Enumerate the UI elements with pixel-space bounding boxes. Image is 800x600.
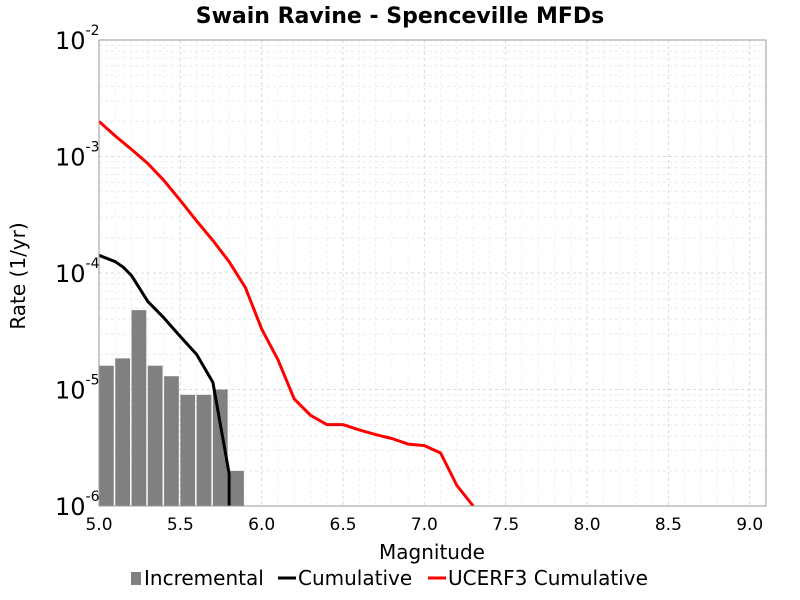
y-tick-labels: 10-6 10-5 10-4 10-3 10-2 <box>55 23 100 521</box>
x-tick-labels: 5.0 5.5 6.0 6.5 7.0 7.5 8.0 8.5 9.0 <box>85 515 763 535</box>
incremental-bar <box>99 365 114 506</box>
legend-swatch-incremental <box>131 572 141 585</box>
legend-label: Incremental <box>144 566 264 590</box>
legend: Incremental Cumulative UCERF3 Cumulative <box>131 566 648 590</box>
incremental-bar <box>212 389 228 506</box>
x-tick-label: 6.0 <box>248 515 275 535</box>
y-axis-label: Rate (1/yr) <box>6 222 30 329</box>
incremental-bars <box>99 310 244 506</box>
incremental-bar <box>131 310 147 506</box>
legend-label: UCERF3 Cumulative <box>448 566 648 590</box>
x-tick-label: 5.5 <box>167 515 194 535</box>
incremental-bar <box>196 394 212 506</box>
x-tick-label: 7.5 <box>492 515 519 535</box>
y-tick-label: 10-6 <box>55 489 100 521</box>
x-tick-label: 7.0 <box>411 515 438 535</box>
x-tick-label: 5.0 <box>85 515 112 535</box>
x-axis-label: Magnitude <box>379 540 485 564</box>
plot-frame <box>98 39 767 507</box>
y-tick-label: 10-5 <box>55 373 100 405</box>
x-tick-label: 9.0 <box>736 515 763 535</box>
series-lines <box>97 120 475 507</box>
y-tick-label: 10-3 <box>55 140 100 172</box>
chart-title: Swain Ravine - Spenceville MFDs <box>196 4 605 29</box>
y-tick-label: 10-4 <box>55 256 100 288</box>
legend-label: Cumulative <box>298 566 412 590</box>
x-tick-label: 6.5 <box>330 515 357 535</box>
incremental-bar <box>229 470 244 506</box>
x-tick-label: 8.5 <box>655 515 682 535</box>
cumulative-line <box>98 253 231 506</box>
incremental-bar <box>164 376 179 506</box>
incremental-bar <box>147 365 163 506</box>
incremental-bar <box>115 358 131 506</box>
incremental-bar <box>180 394 196 506</box>
y-tick-label: 10-2 <box>55 23 100 55</box>
ucerf3-cumulative-line <box>97 120 475 507</box>
x-tick-label: 8.0 <box>574 515 601 535</box>
